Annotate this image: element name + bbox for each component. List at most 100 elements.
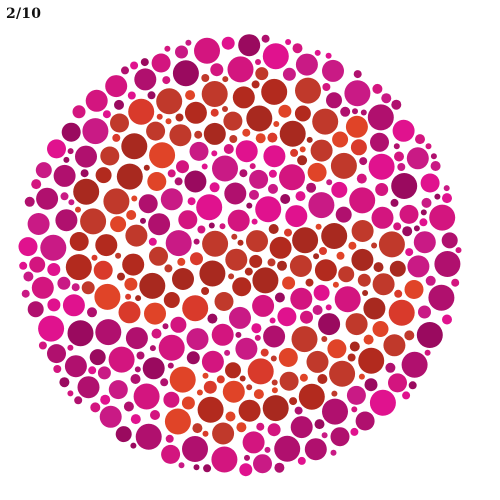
background-dot (47, 263, 61, 276)
background-dot (340, 106, 351, 117)
background-dot (219, 223, 226, 230)
background-dot (24, 196, 35, 207)
background-dot (47, 344, 66, 364)
figure-dot (338, 266, 355, 283)
figure-dot (270, 355, 277, 362)
figure-dot (271, 387, 278, 394)
background-dot (151, 53, 171, 73)
background-dot (196, 194, 223, 221)
figure-dot (239, 375, 246, 382)
background-dot (344, 80, 371, 107)
figure-dot (117, 272, 125, 281)
figure-dot (347, 353, 356, 362)
figure-dot (237, 239, 244, 246)
figure-dot (164, 408, 191, 435)
figure-dot (313, 253, 320, 260)
background-dot (318, 313, 341, 336)
background-dot (27, 213, 50, 235)
background-dot (385, 362, 396, 373)
background-dot (312, 305, 323, 315)
background-dot (85, 89, 108, 112)
figure-dot (222, 76, 229, 83)
figure-dot (321, 336, 328, 342)
background-dot (61, 122, 81, 142)
background-dot (308, 192, 335, 219)
figure-dot (262, 395, 289, 422)
figure-dot (279, 120, 306, 147)
background-dot (60, 192, 69, 201)
background-dot (193, 238, 200, 245)
background-dot (261, 34, 270, 43)
figure-dot (357, 273, 371, 287)
figure-dot (238, 399, 261, 422)
background-dot (201, 350, 224, 373)
background-dot (419, 218, 428, 227)
figure-dot (268, 224, 279, 234)
background-dot (364, 378, 378, 392)
figure-dot (121, 133, 148, 160)
background-dot (239, 169, 248, 178)
figure-dot (383, 334, 406, 357)
figure-dot (199, 260, 226, 287)
figure-dot (314, 259, 337, 282)
background-dot (162, 323, 169, 330)
figure-dot (292, 227, 319, 254)
background-dot (424, 349, 431, 356)
figure-dot (69, 232, 89, 251)
background-dot (102, 110, 111, 119)
background-dot (148, 237, 157, 246)
background-dot (244, 454, 250, 461)
background-dot (130, 374, 141, 384)
background-dot (355, 411, 375, 431)
background-dot (249, 189, 259, 200)
figure-dot (185, 90, 196, 101)
figure-dot (358, 373, 365, 380)
background-dot (425, 143, 432, 150)
background-dot (390, 198, 399, 207)
background-dot (397, 163, 406, 171)
figure-dot (349, 341, 360, 352)
background-dot (405, 248, 414, 257)
background-dot (40, 234, 67, 261)
figure-dot (404, 280, 424, 299)
figure-dot (284, 228, 292, 237)
background-dot (186, 351, 200, 365)
figure-dot (327, 339, 347, 359)
background-dot (274, 462, 285, 473)
figure-dot (203, 122, 226, 145)
figure-dot (202, 430, 209, 437)
figure-dot (216, 375, 225, 384)
background-dot (184, 170, 207, 193)
background-dot (295, 53, 318, 76)
background-dot (47, 139, 66, 159)
background-dot (421, 197, 432, 208)
background-dot (165, 434, 174, 443)
background-dot (246, 202, 253, 209)
figure-dot (201, 74, 210, 82)
figure-dot (305, 278, 314, 287)
figure-dot (261, 78, 288, 105)
figure-dot (122, 253, 145, 276)
figure-dot (203, 380, 217, 394)
figure-dot (125, 293, 132, 300)
background-dot (223, 144, 234, 154)
background-dot (392, 119, 415, 142)
background-dot (193, 464, 200, 471)
figure-dot (139, 272, 166, 299)
background-dot (274, 292, 285, 303)
background-dot (235, 331, 242, 338)
background-dot (360, 109, 367, 116)
figure-dot (225, 411, 236, 422)
background-dot (425, 275, 436, 286)
background-dot (393, 143, 400, 150)
figure-dot (80, 208, 107, 235)
background-dot (280, 194, 291, 204)
figure-dot (372, 321, 389, 337)
background-dot (53, 164, 76, 187)
background-dot (274, 435, 301, 462)
background-dot (99, 405, 122, 428)
background-dot (134, 68, 157, 91)
figure-dot (267, 258, 276, 267)
background-dot (349, 187, 376, 214)
background-dot (185, 39, 192, 46)
